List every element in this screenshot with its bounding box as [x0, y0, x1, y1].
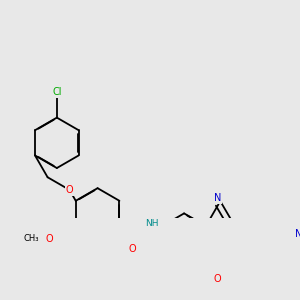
- Text: O: O: [128, 244, 136, 254]
- Text: NH: NH: [146, 219, 159, 228]
- Text: CH₃: CH₃: [23, 234, 39, 243]
- Text: O: O: [45, 234, 53, 244]
- Text: H: H: [150, 220, 157, 229]
- Text: O: O: [66, 185, 73, 195]
- Text: N: N: [214, 193, 221, 203]
- Text: N: N: [295, 229, 300, 238]
- Text: O: O: [214, 274, 221, 284]
- Text: Cl: Cl: [52, 87, 62, 98]
